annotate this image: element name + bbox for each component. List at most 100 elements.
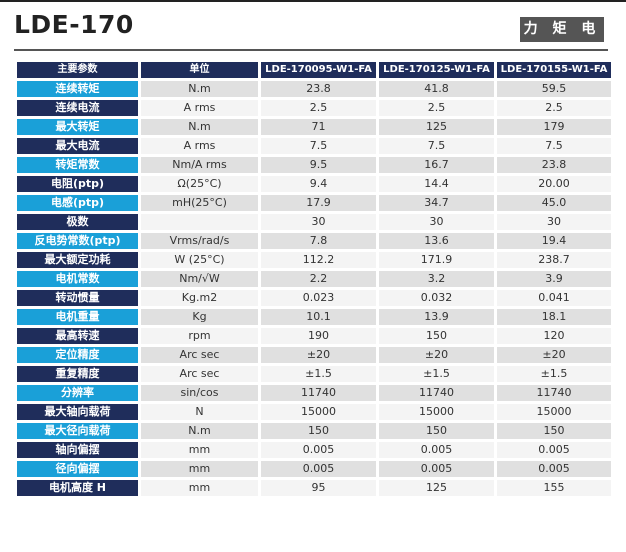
column-header-parameter: 主要参数 — [17, 62, 138, 78]
table-row: 分辨率 sin/cos 11740 11740 11740 — [17, 385, 611, 401]
param-label: 最大轴向载荷 — [17, 404, 138, 420]
param-label: 连续转矩 — [17, 81, 138, 97]
param-label: 转动惯量 — [17, 290, 138, 306]
value-model-2: ±1.5 — [379, 366, 494, 382]
value-model-3: 59.5 — [497, 81, 611, 97]
value-model-1: 2.2 — [261, 271, 376, 287]
value-model-2: 125 — [379, 480, 494, 496]
param-label: 电机重量 — [17, 309, 138, 325]
value-model-1: 7.5 — [261, 138, 376, 154]
value-model-2: 11740 — [379, 385, 494, 401]
unit-cell: mm — [141, 461, 258, 477]
unit-cell: Arc sec — [141, 347, 258, 363]
column-header-model-1: LDE-170095-W1-FA — [261, 62, 376, 78]
value-model-3: 3.9 — [497, 271, 611, 287]
value-model-2: 3.2 — [379, 271, 494, 287]
unit-cell: rpm — [141, 328, 258, 344]
table-row: 重复精度 Arc sec ±1.5 ±1.5 ±1.5 — [17, 366, 611, 382]
spec-table-header: 主要参数 单位 LDE-170095-W1-FA LDE-170125-W1-FA LD… — [17, 62, 611, 78]
spec-table-body: 连续转矩 N.m 23.8 41.8 59.5 连续电流 A rms 2.5 2.5 2.5 最大转… — [17, 81, 611, 496]
value-model-2: 0.005 — [379, 442, 494, 458]
value-model-2: 13.6 — [379, 233, 494, 249]
value-model-1: 0.023 — [261, 290, 376, 306]
value-model-2: 0.005 — [379, 461, 494, 477]
unit-cell: mm — [141, 480, 258, 496]
value-model-2: 15000 — [379, 404, 494, 420]
column-header-model-3: LDE-170155-W1-FA — [497, 62, 611, 78]
value-model-2: 34.7 — [379, 195, 494, 211]
value-model-2: 150 — [379, 423, 494, 439]
table-row: 径向偏摆 mm 0.005 0.005 0.005 — [17, 461, 611, 477]
spec-table: 主要参数 单位 LDE-170095-W1-FA LDE-170125-W1-FA LD… — [14, 59, 614, 499]
value-model-3: 15000 — [497, 404, 611, 420]
value-model-1: 7.8 — [261, 233, 376, 249]
value-model-3: 2.5 — [497, 100, 611, 116]
header-row: 主要参数 单位 LDE-170095-W1-FA LDE-170125-W1-FA LD… — [17, 62, 611, 78]
table-row: 轴向偏摆 mm 0.005 0.005 0.005 — [17, 442, 611, 458]
param-label: 反电势常数(ptp) — [17, 233, 138, 249]
column-header-model-2: LDE-170125-W1-FA — [379, 62, 494, 78]
unit-cell: A rms — [141, 138, 258, 154]
param-label: 电阻(ptp) — [17, 176, 138, 192]
category-badge: 力 矩 电 机 — [520, 17, 604, 62]
table-row: 转矩常数 Nm/A rms 9.5 16.7 23.8 — [17, 157, 611, 173]
value-model-1: ±20 — [261, 347, 376, 363]
value-model-3: 45.0 — [497, 195, 611, 211]
table-row: 电机常数 Nm/√W 2.2 3.2 3.9 — [17, 271, 611, 287]
value-model-2: 7.5 — [379, 138, 494, 154]
table-row: 最大电流 A rms 7.5 7.5 7.5 — [17, 138, 611, 154]
table-row: 最大轴向载荷 N 15000 15000 15000 — [17, 404, 611, 420]
value-model-3: 11740 — [497, 385, 611, 401]
value-model-2: 30 — [379, 214, 494, 230]
param-label: 定位精度 — [17, 347, 138, 363]
table-row: 转动惯量 Kg.m2 0.023 0.032 0.041 — [17, 290, 611, 306]
table-row: 极数 30 30 30 — [17, 214, 611, 230]
table-row: 反电势常数(ptp) Vrms/rad/s 7.8 13.6 19.4 — [17, 233, 611, 249]
table-row: 电机重量 Kg 10.1 13.9 18.1 — [17, 309, 611, 325]
value-model-2: 171.9 — [379, 252, 494, 268]
param-label: 最大转矩 — [17, 119, 138, 135]
param-label: 电机常数 — [17, 271, 138, 287]
unit-cell: mH(25°C) — [141, 195, 258, 211]
value-model-1: 10.1 — [261, 309, 376, 325]
value-model-1: 2.5 — [261, 100, 376, 116]
table-row: 最高转速 rpm 190 150 120 — [17, 328, 611, 344]
unit-cell — [141, 214, 258, 230]
value-model-2: 14.4 — [379, 176, 494, 192]
value-model-1: 0.005 — [261, 442, 376, 458]
value-model-1: 95 — [261, 480, 376, 496]
value-model-1: 17.9 — [261, 195, 376, 211]
unit-cell: A rms — [141, 100, 258, 116]
value-model-3: 19.4 — [497, 233, 611, 249]
value-model-2: 0.032 — [379, 290, 494, 306]
value-model-2: 16.7 — [379, 157, 494, 173]
table-row: 最大额定功耗 W (25°C) 112.2 171.9 238.7 — [17, 252, 611, 268]
param-label: 电感(ptp) — [17, 195, 138, 211]
value-model-1: 11740 — [261, 385, 376, 401]
value-model-3: 238.7 — [497, 252, 611, 268]
unit-cell: W (25°C) — [141, 252, 258, 268]
param-label: 重复精度 — [17, 366, 138, 382]
value-model-3: 120 — [497, 328, 611, 344]
value-model-3: 23.8 — [497, 157, 611, 173]
unit-cell: sin/cos — [141, 385, 258, 401]
unit-cell: Arc sec — [141, 366, 258, 382]
table-row: 最大径向载荷 N.m 150 150 150 — [17, 423, 611, 439]
unit-cell: N.m — [141, 423, 258, 439]
value-model-1: 9.5 — [261, 157, 376, 173]
value-model-1: 15000 — [261, 404, 376, 420]
table-row: 连续转矩 N.m 23.8 41.8 59.5 — [17, 81, 611, 97]
value-model-3: 18.1 — [497, 309, 611, 325]
value-model-1: 112.2 — [261, 252, 376, 268]
top-rule — [0, 0, 626, 2]
table-row: 电感(ptp) mH(25°C) 17.9 34.7 45.0 — [17, 195, 611, 211]
unit-cell: N — [141, 404, 258, 420]
value-model-1: 71 — [261, 119, 376, 135]
value-model-3: 179 — [497, 119, 611, 135]
page-title: LDE-170 — [14, 10, 134, 39]
unit-cell: mm — [141, 442, 258, 458]
param-label: 径向偏摆 — [17, 461, 138, 477]
param-label: 最高转速 — [17, 328, 138, 344]
table-row: 最大转矩 N.m 71 125 179 — [17, 119, 611, 135]
